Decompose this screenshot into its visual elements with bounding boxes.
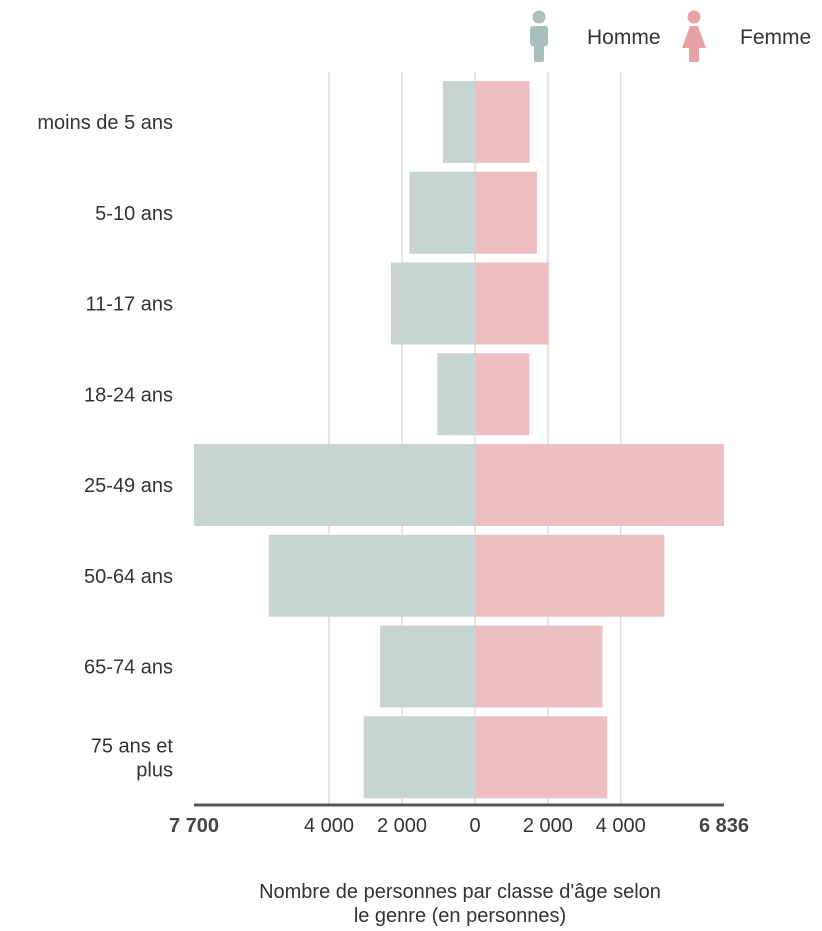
legend: Homme Femme (528, 10, 822, 66)
bar-homme-3 (437, 353, 475, 436)
category-label-line: plus (136, 759, 173, 781)
tick-label-left-0: 0 (469, 815, 480, 837)
bar-homme-2 (391, 262, 475, 345)
bar-femme-7 (475, 716, 608, 799)
category-label-line: 11-17 ans (86, 294, 173, 316)
bar-femme-1 (475, 171, 537, 254)
bar-homme-4 (194, 444, 475, 526)
bar-homme-0 (442, 81, 475, 163)
category-label-line: 65-74 ans (84, 657, 173, 679)
category-label-4: 25-49 ans (84, 475, 173, 497)
caption-line-1: Nombre de personnes par classe d'âge sel… (259, 881, 661, 903)
bar-homme-6 (380, 625, 475, 708)
chart-caption: Nombre de personnes par classe d'âge sel… (150, 880, 770, 928)
tick-label-right-6836: 6 836 (699, 815, 749, 837)
category-label-2: 11-17 ans (86, 294, 173, 316)
legend-item-homme[interactable]: Homme (528, 10, 678, 66)
bar-femme-6 (475, 625, 603, 708)
category-label-line: 5-10 ans (95, 203, 173, 225)
category-label-line: 25-49 ans (84, 475, 173, 497)
tick-label-left-2000: 2 000 (377, 815, 427, 837)
category-label-line: moins de 5 ans (37, 112, 173, 134)
legend-label-femme: Femme (740, 26, 812, 49)
category-label-3: 18-24 ans (84, 384, 173, 406)
bar-homme-5 (268, 534, 475, 617)
bar-femme-0 (475, 81, 530, 163)
category-label-line: 50-64 ans (84, 566, 173, 588)
tick-label-left-7700: 7 700 (169, 815, 219, 837)
category-label-6: 65-74 ans (84, 657, 173, 679)
category-label-0: moins de 5 ans (37, 112, 173, 134)
category-label-7: 75 ans et plus (91, 735, 174, 781)
category-label-5: 50-64 ans (84, 566, 173, 588)
legend-label-homme: Homme (587, 26, 661, 49)
tick-label-right-4000: 4 000 (596, 815, 646, 837)
bar-homme-1 (409, 171, 475, 254)
category-label-line: 18-24 ans (84, 384, 173, 406)
legend-item-femme[interactable]: Femme (680, 10, 822, 66)
female-person-icon (682, 10, 706, 62)
chart-svg: moins de 5 ans 5-10 ans 11-17 ans 18-24 ans… (37, 72, 749, 837)
bar-femme-4 (475, 444, 724, 526)
male-person-icon (530, 10, 548, 62)
tick-label-right-2000: 2 000 (523, 815, 573, 837)
bar-femme-3 (475, 353, 530, 436)
bar-femme-5 (475, 534, 665, 617)
category-label-line: 75 ans et (91, 735, 174, 757)
category-label-1: 5-10 ans (95, 203, 173, 225)
bar-femme-2 (475, 262, 549, 345)
bar-homme-7 (363, 716, 475, 799)
tick-label-left-4000: 4 000 (304, 815, 354, 837)
caption-line-2: le genre (en personnes) (353, 905, 567, 927)
